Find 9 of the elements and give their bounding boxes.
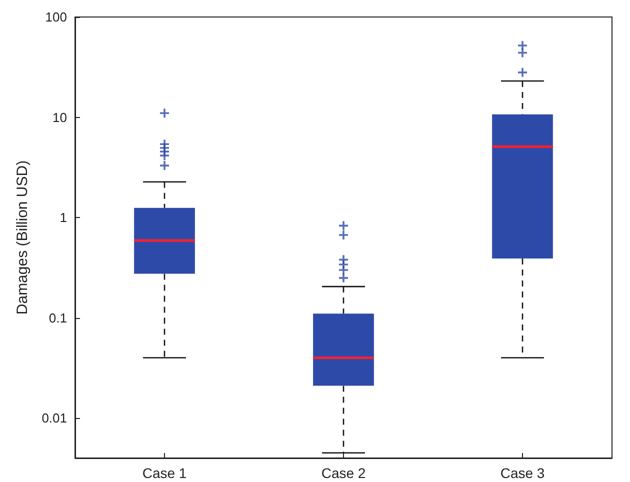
x-tick-label: Case 3: [500, 465, 545, 481]
y-tick-label: 100: [45, 10, 67, 24]
y-tick-label: 0.1: [48, 310, 67, 326]
x-tick-label: Case 1: [142, 465, 187, 481]
y-tick-label: 10: [52, 110, 67, 125]
y-tick-label: 1: [60, 210, 67, 226]
x-tick-label: Case 2: [321, 465, 366, 481]
y-axis-title: Damages (Billion USD): [14, 160, 31, 315]
y-tick-label: 0.01: [42, 410, 67, 426]
